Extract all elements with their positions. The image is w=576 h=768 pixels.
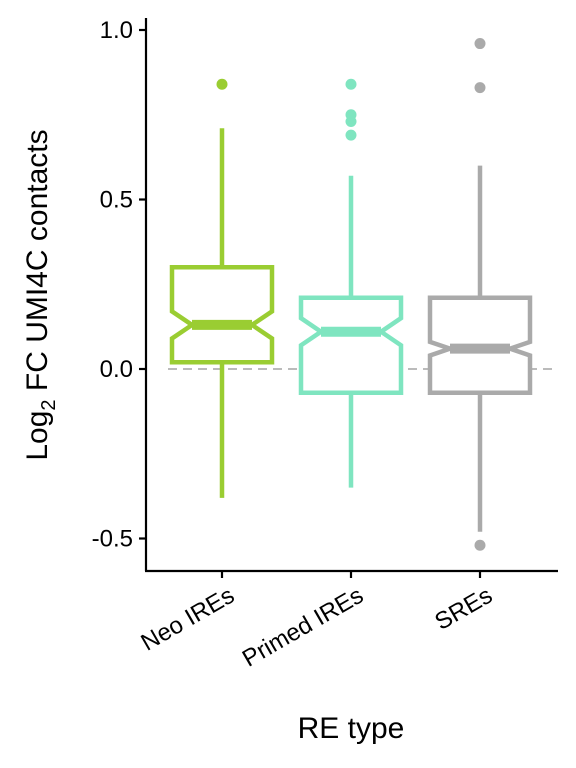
outlier-point	[474, 38, 486, 50]
y-tick-label: 0.5	[100, 187, 133, 214]
y-ticks: -0.5 0.0 0.5 1.0	[92, 17, 146, 553]
outlier-point	[345, 129, 357, 141]
box-1	[169, 78, 275, 498]
outlier-point	[216, 78, 228, 90]
outlier-point	[345, 78, 357, 90]
box-notched	[169, 265, 275, 365]
box-notched	[298, 295, 404, 395]
x-tick-label: Neo IREs	[137, 582, 239, 657]
outlier-point	[474, 539, 486, 551]
plot-area	[168, 38, 558, 551]
y-tick-label: 1.0	[100, 17, 133, 44]
x-tick-label: Primed IREs	[238, 582, 368, 673]
y-axis-title-rest: FC UMI4C contacts	[21, 129, 54, 399]
box-2	[298, 78, 404, 488]
outlier-point	[474, 82, 486, 94]
x-axis-title: RE type	[298, 712, 405, 745]
x-tick-label: SREs	[430, 582, 497, 636]
y-axis-title-subscript: 2	[38, 399, 60, 410]
outlier-point	[345, 116, 357, 128]
y-axis-title-prefix: Log	[21, 411, 54, 461]
y-tick-label: -0.5	[92, 526, 133, 553]
y-axis-title: Log2 FC UMI4C contacts	[21, 129, 60, 460]
y-tick-label: 0.0	[100, 356, 133, 383]
box-3	[427, 38, 533, 551]
